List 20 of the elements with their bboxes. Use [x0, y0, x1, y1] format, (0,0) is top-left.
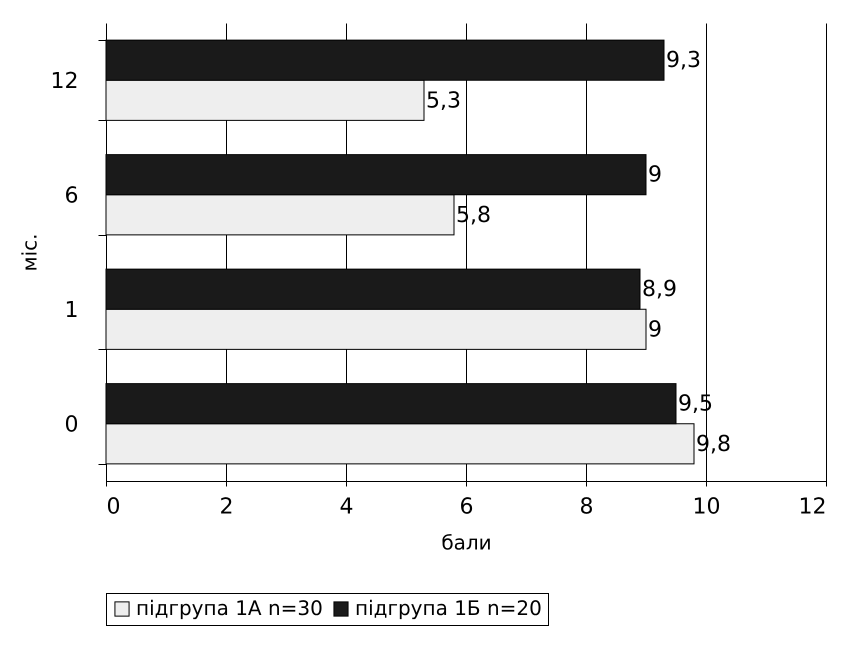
y-tick-label: 12 [50, 68, 78, 94]
legend-label: підгрупа 1Б n=20 [355, 596, 542, 620]
data-label: 9,3 [666, 48, 701, 74]
data-label: 5,3 [426, 88, 461, 114]
x-tick-label: 6 [460, 494, 474, 520]
y-tick-label: 1 [64, 298, 78, 323]
data-label: 8,9 [642, 277, 677, 302]
data-label: 9 [648, 317, 662, 342]
y-tick-label: 6 [64, 183, 78, 208]
data-label: 9 [648, 162, 662, 188]
y-axis-title: міс. [18, 234, 42, 272]
x-tick-label: 2 [220, 494, 234, 520]
x-tick-label: 4 [340, 494, 354, 520]
legend-label: підгрупа 1А n=30 [136, 596, 323, 620]
x-tick-label: 10 [692, 494, 720, 520]
y-tick-label: 0 [64, 412, 78, 438]
x-axis-title: бали [441, 530, 492, 554]
x-tick-label: 12 [798, 494, 826, 520]
x-tick-label: 8 [580, 494, 594, 520]
x-tick-label: 0 [106, 494, 120, 520]
